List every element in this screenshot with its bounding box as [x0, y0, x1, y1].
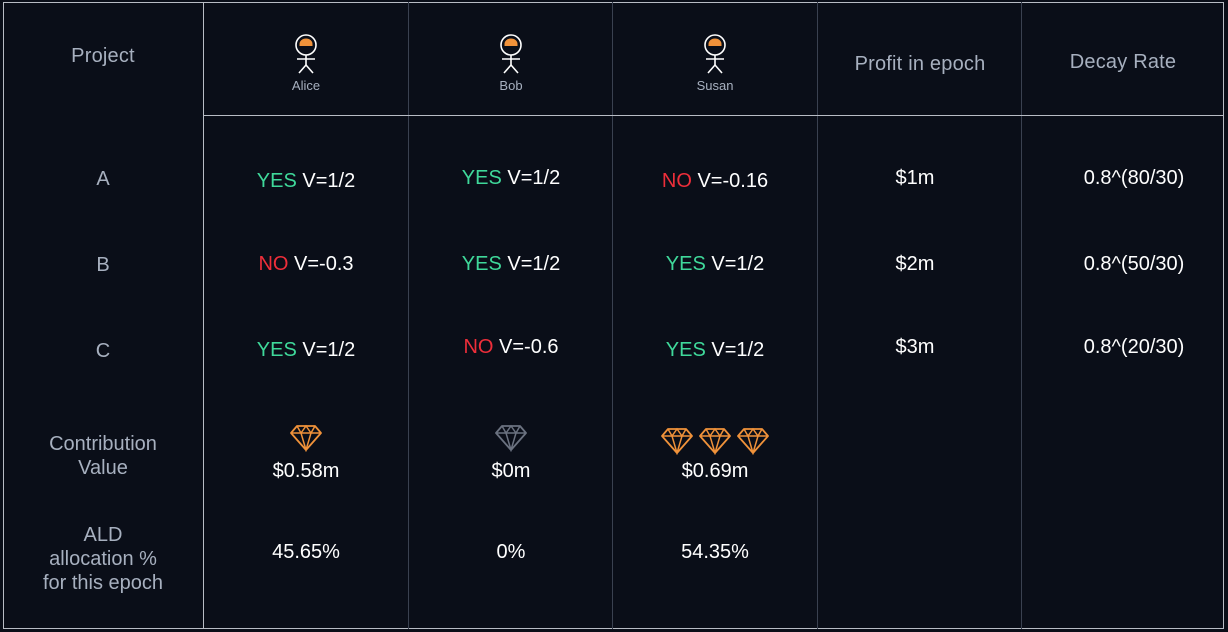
vote-value: V=1/2 — [711, 253, 765, 275]
person-icon — [702, 33, 728, 74]
vote-cell: YES V=1/2 — [204, 170, 408, 193]
gem-group — [409, 424, 613, 454]
contribution-value: $0.58m — [272, 460, 340, 482]
vote-cell: NO V=-0.16 — [613, 170, 817, 193]
vote-label: YES — [665, 339, 706, 361]
profit-value: $1m — [895, 167, 935, 189]
vote-label: YES — [256, 170, 297, 192]
vote-value: V=-0.6 — [499, 336, 559, 358]
person-name: Susan — [696, 77, 734, 93]
allocation-value: 0% — [496, 541, 526, 563]
contribution-label: Contribution Value — [3, 432, 203, 480]
allocation-value: 45.65% — [272, 541, 340, 563]
row-label-b: B — [96, 254, 110, 276]
vote-cell: NO V=-0.3 — [204, 253, 408, 276]
vote-label: YES — [256, 339, 297, 361]
vote-value: V=1/2 — [711, 339, 765, 361]
vote-label: YES — [461, 167, 502, 189]
decay-header-label: Decay Rate — [1069, 50, 1177, 73]
vote-cell: YES V=1/2 — [409, 167, 613, 190]
vote-cell: YES V=1/2 — [613, 339, 817, 362]
vote-value: V=1/2 — [507, 253, 561, 275]
person-name: Bob — [499, 77, 523, 93]
diamond-icon — [736, 427, 770, 457]
column-divider — [1021, 2, 1022, 629]
header-divider — [203, 115, 1224, 116]
contribution-label-line: Contribution — [49, 433, 157, 455]
vote-value: V=-0.3 — [294, 253, 354, 275]
vote-value: V=1/2 — [302, 339, 356, 361]
vote-label: YES — [665, 253, 706, 275]
column-divider — [408, 2, 409, 629]
table-frame — [3, 2, 1224, 629]
profit-value: $3m — [895, 336, 935, 358]
vote-label: NO — [258, 253, 289, 275]
decay-value: 0.8^(20/30) — [1083, 336, 1185, 358]
vote-label: NO — [661, 170, 692, 192]
allocation-label-line: for this epoch — [42, 572, 164, 594]
header-profit: Profit in epoch — [818, 0, 1022, 116]
decay-value: 0.8^(80/30) — [1083, 167, 1185, 189]
profit-header-label: Profit in epoch — [854, 52, 986, 75]
gem-group — [204, 424, 408, 454]
contribution-label-line: Value — [78, 457, 128, 479]
allocation-label-line: ALD — [83, 524, 123, 546]
allocation-label: ALD allocation % for this epoch — [3, 523, 203, 595]
row-label-c: C — [95, 340, 111, 362]
person-icon — [293, 33, 319, 74]
header-decay: Decay Rate — [1022, 0, 1224, 116]
header-person-bob: Bob — [409, 0, 613, 116]
header-person-alice: Alice — [204, 0, 408, 116]
column-divider — [612, 2, 613, 629]
project-header-label: Project — [71, 44, 135, 67]
person-name: Alice — [291, 77, 321, 93]
vote-cell: YES V=1/2 — [204, 339, 408, 362]
contribution-value: $0.69m — [681, 460, 749, 482]
column-divider — [817, 2, 818, 629]
allocation-value: 54.35% — [681, 541, 749, 563]
diamond-icon — [494, 424, 528, 454]
diamond-icon — [660, 427, 694, 457]
decay-value: 0.8^(50/30) — [1083, 253, 1185, 275]
vote-value: V=1/2 — [302, 170, 356, 192]
allocation-label-line: allocation % — [49, 548, 157, 570]
vote-value: V=1/2 — [507, 167, 561, 189]
vote-cell: YES V=1/2 — [409, 253, 613, 276]
vote-label: NO — [463, 336, 494, 358]
contribution-value: $0m — [491, 460, 531, 482]
vote-value: V=-0.16 — [697, 170, 769, 192]
gem-group — [613, 427, 817, 457]
header-person-susan: Susan — [613, 0, 817, 116]
diamond-icon — [289, 424, 323, 454]
profit-value: $2m — [895, 253, 935, 275]
header-project: Project — [3, 0, 203, 116]
vote-cell: NO V=-0.6 — [409, 336, 613, 359]
person-icon — [498, 33, 524, 74]
vote-label: YES — [461, 253, 502, 275]
diamond-icon — [698, 427, 732, 457]
column-divider — [203, 2, 204, 629]
row-label-a: A — [96, 168, 110, 190]
vote-cell: YES V=1/2 — [613, 253, 817, 276]
